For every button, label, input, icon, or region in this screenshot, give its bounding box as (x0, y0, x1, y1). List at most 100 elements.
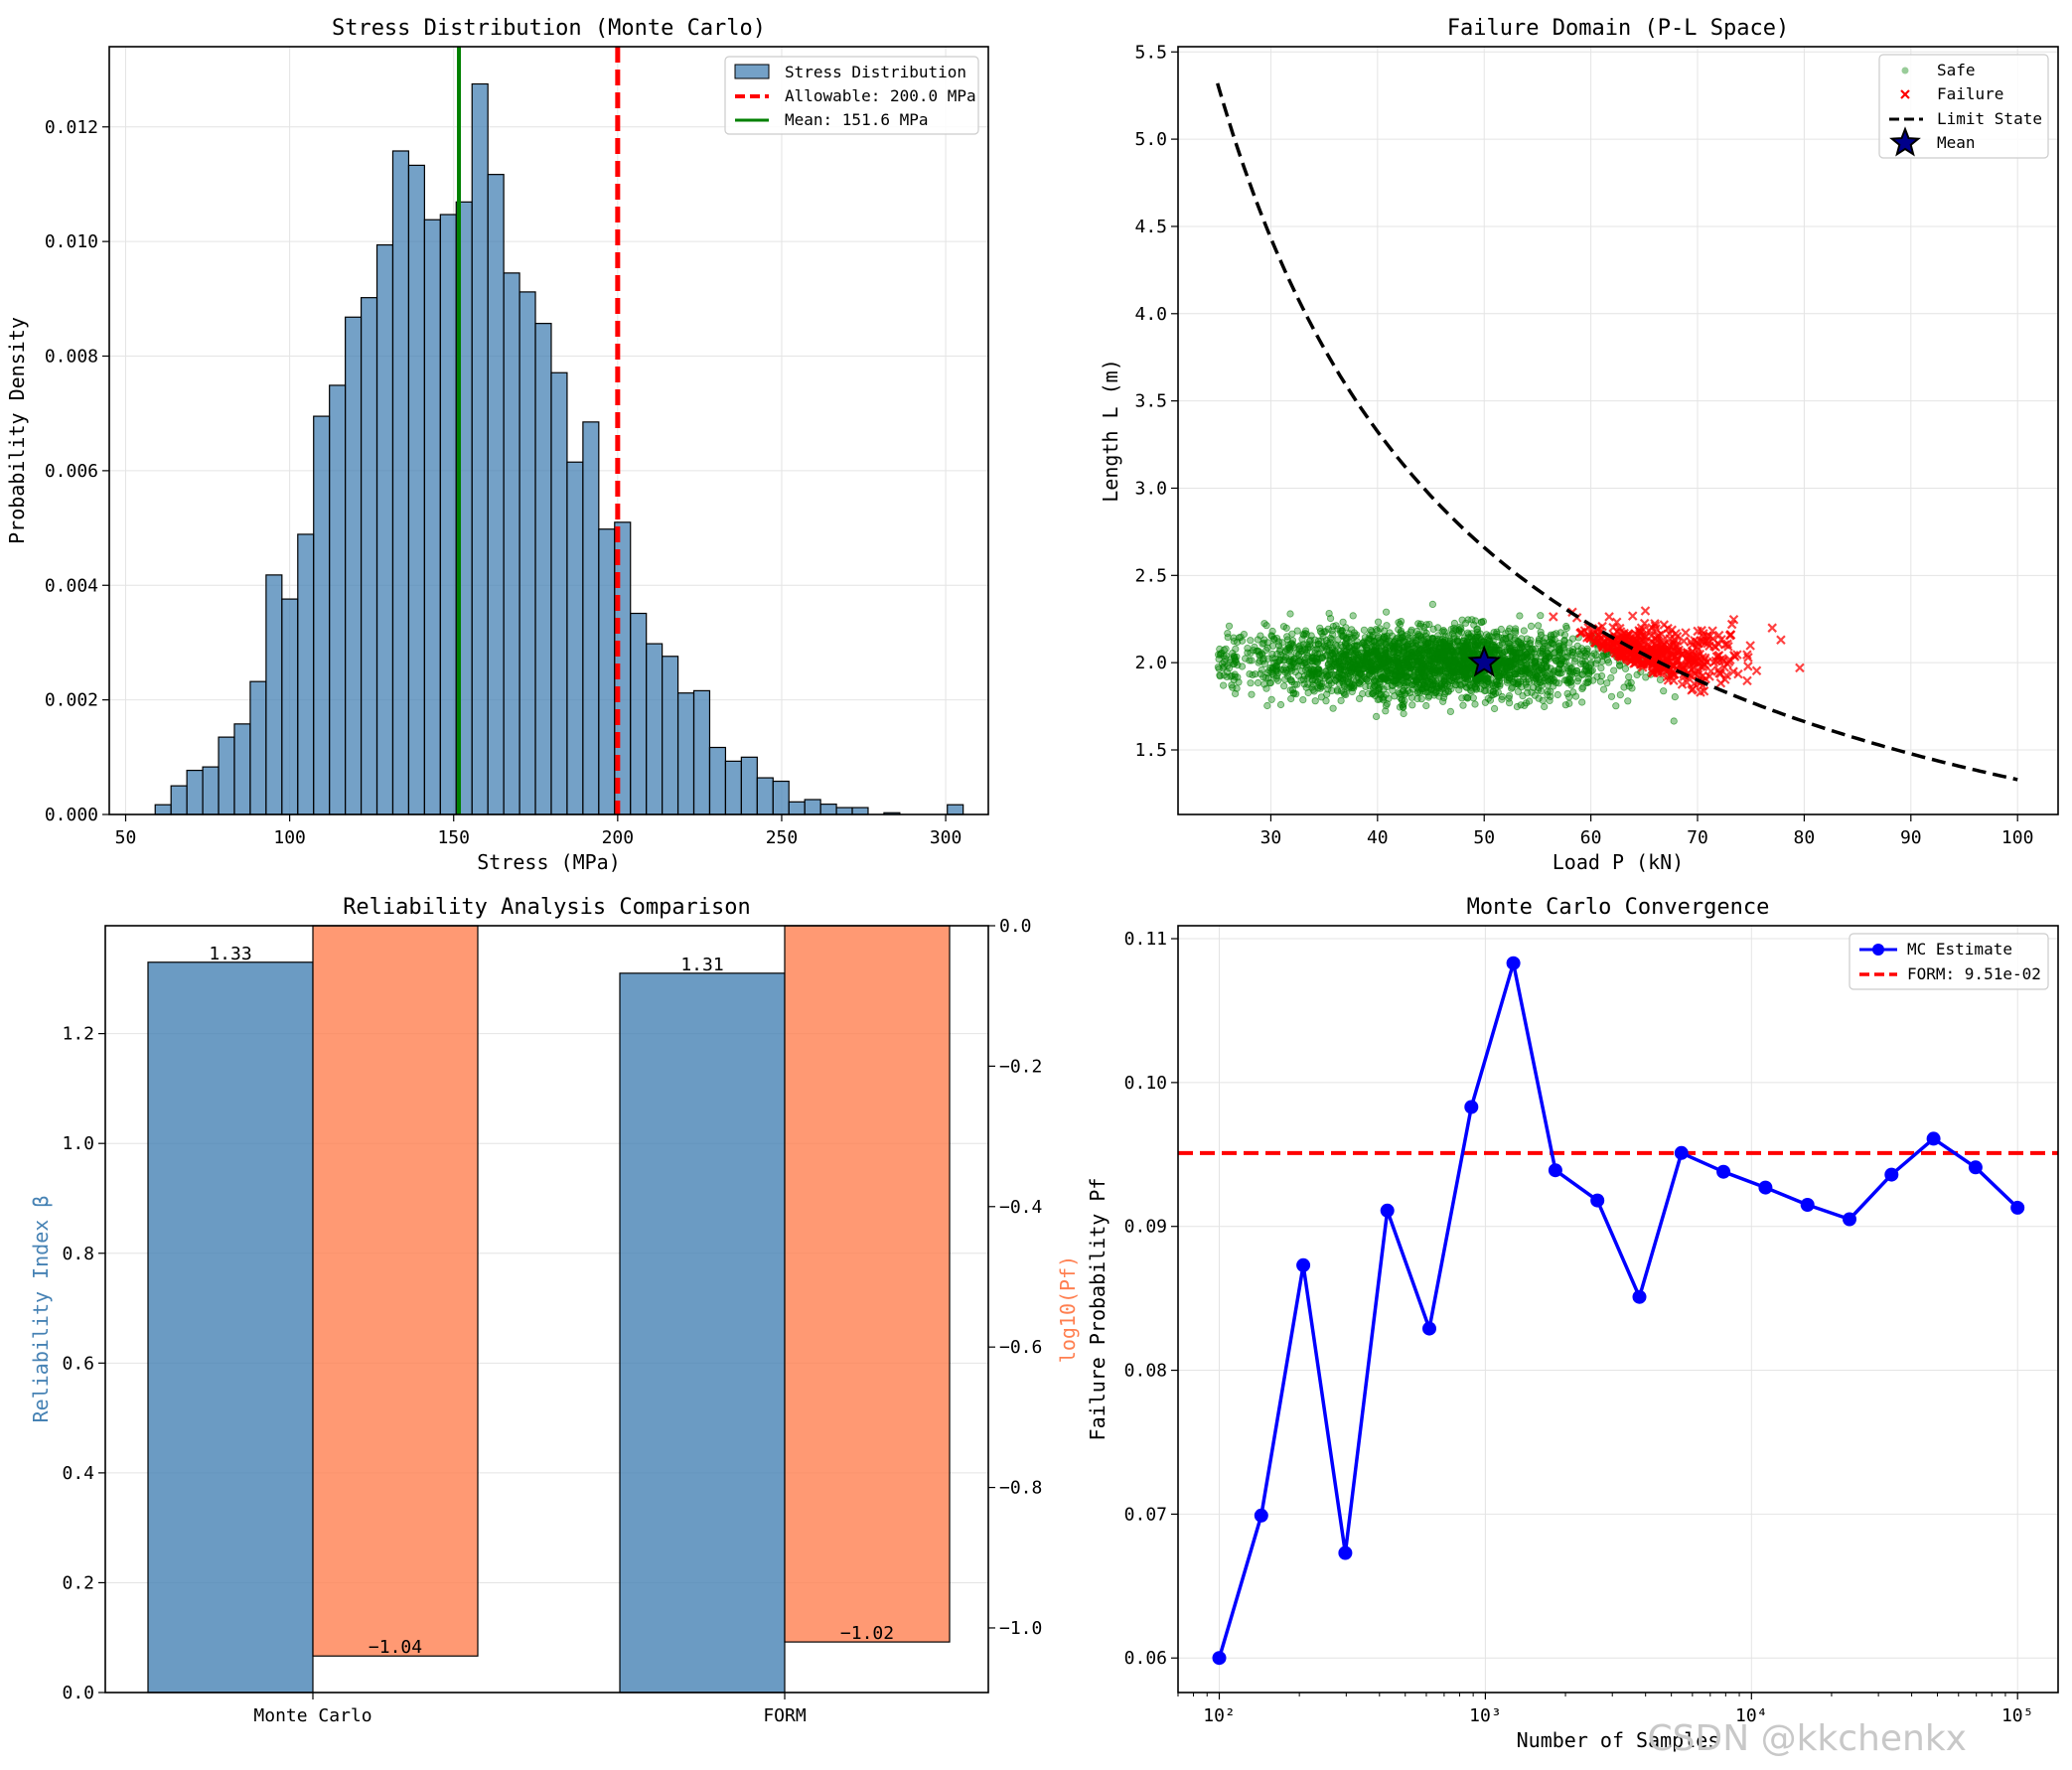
safe-point (1247, 637, 1255, 645)
stress-histogram-panel: 50 100 150 200 250 300 0.000 0.002 0.004 0.006 0.0… (5, 16, 989, 874)
histogram-bar (313, 415, 331, 815)
safe-point (1322, 697, 1330, 705)
histogram-bar (407, 164, 425, 815)
safe-point (1288, 640, 1296, 648)
convergence-y-tick-label: 0.09 (1124, 1217, 1167, 1238)
histogram-bar (345, 316, 363, 815)
safe-point (1238, 663, 1247, 670)
safe-point (1396, 680, 1405, 688)
safe-point (1404, 631, 1411, 639)
safe-point (1276, 646, 1284, 654)
safe-point (1513, 702, 1522, 711)
histogram-bar (676, 692, 695, 815)
safe-point (1332, 622, 1340, 630)
safe-point (1364, 650, 1372, 659)
safe-point (1505, 694, 1513, 702)
safe-point (1554, 690, 1561, 699)
hist-y-tick-label: 0.010 (45, 231, 98, 252)
mc-estimate-point (1548, 1163, 1562, 1178)
failure-point (1767, 623, 1777, 633)
safe-point (1363, 675, 1371, 683)
safe-point (1459, 701, 1467, 709)
safe-point (1292, 690, 1300, 698)
histogram-bar (360, 297, 378, 815)
comparison-y2-tick-label: −0.6 (999, 1337, 1042, 1358)
safe-point (1244, 644, 1252, 653)
failure-point (1715, 677, 1726, 688)
log-pf-bar-value-label: −1.02 (840, 1623, 894, 1644)
safe-point (1417, 650, 1425, 658)
failure-point (1640, 606, 1651, 616)
safe-point (1287, 694, 1295, 703)
legend-label-form: FORM: 9.51e-02 (1907, 964, 2041, 983)
safe-point (1385, 655, 1393, 663)
comparison-y-tick-label: 0.8 (62, 1244, 94, 1264)
safe-point (1423, 688, 1432, 696)
convergence-y-tick-label: 0.11 (1124, 929, 1167, 950)
comparison-right-axis-label: log10(Pf) (1056, 1255, 1080, 1363)
safe-point (1329, 704, 1337, 712)
safe-point (1405, 658, 1413, 665)
mc-estimate-point (1968, 1160, 1983, 1175)
safe-point (1503, 658, 1511, 666)
domain-axes-frame (1177, 46, 2059, 815)
histogram-bar (518, 291, 536, 815)
safe-point (1337, 696, 1345, 705)
failure-point (1751, 665, 1762, 676)
safe-point (1268, 655, 1276, 663)
safe-point (1349, 612, 1357, 620)
safe-point (1605, 659, 1613, 666)
domain-y-tick-label: 2.0 (1134, 653, 1167, 673)
safe-point (1461, 666, 1469, 674)
histogram-bar (297, 533, 315, 815)
safe-point (1260, 680, 1268, 688)
safe-point (1510, 677, 1518, 685)
safe-point (1557, 656, 1566, 664)
safe-point (1566, 678, 1574, 686)
safe-point (1433, 656, 1441, 664)
failure-point (1795, 663, 1805, 673)
safe-point (1360, 639, 1368, 647)
mc-estimate-point (1758, 1180, 1773, 1195)
safe-point (1539, 696, 1547, 704)
safe-point (1541, 639, 1549, 648)
safe-point (1276, 656, 1284, 664)
legend-label-allowable: Allowable: 200.0 MPa (785, 86, 976, 105)
safe-point (1257, 669, 1264, 678)
safe-point (1455, 663, 1463, 671)
histogram-bar (471, 82, 489, 815)
convergence-y-tick-label: 0.06 (1124, 1648, 1167, 1669)
histogram-bar (835, 807, 853, 815)
safe-point (1592, 651, 1600, 660)
safe-point (1408, 701, 1416, 709)
safe-point (1455, 626, 1463, 634)
safe-point (1420, 623, 1428, 632)
safe-point (1593, 672, 1601, 680)
safe-point (1464, 672, 1472, 680)
hist-x-tick-label: 200 (602, 827, 635, 848)
safe-point (1565, 693, 1573, 701)
failure-point (1776, 635, 1786, 645)
domain-y-tick-label: 5.5 (1134, 42, 1167, 63)
safe-point (1531, 691, 1539, 699)
safe-point (1581, 649, 1589, 657)
safe-point (1248, 690, 1256, 698)
safe-point (1450, 657, 1458, 664)
safe-point (1530, 664, 1538, 671)
comparison-y-tick-label: 0.4 (62, 1463, 94, 1484)
safe-point (1511, 627, 1520, 635)
safe-point (1612, 702, 1620, 710)
hist-y-tick-label: 0.000 (45, 805, 98, 825)
safe-point (1333, 674, 1341, 682)
safe-point (1527, 639, 1535, 648)
comparison-y-tick-label: 0.6 (62, 1353, 94, 1374)
legend-label-mc-estimate: MC Estimate (1907, 940, 2012, 959)
safe-point (1497, 625, 1505, 634)
safe-point (1254, 678, 1262, 687)
safe-point (1375, 686, 1383, 694)
safe-point (1426, 656, 1434, 664)
mc-estimate-point (1843, 1212, 1856, 1227)
safe-point (1512, 669, 1520, 678)
safe-point (1246, 669, 1254, 678)
safe-point (1447, 625, 1455, 634)
